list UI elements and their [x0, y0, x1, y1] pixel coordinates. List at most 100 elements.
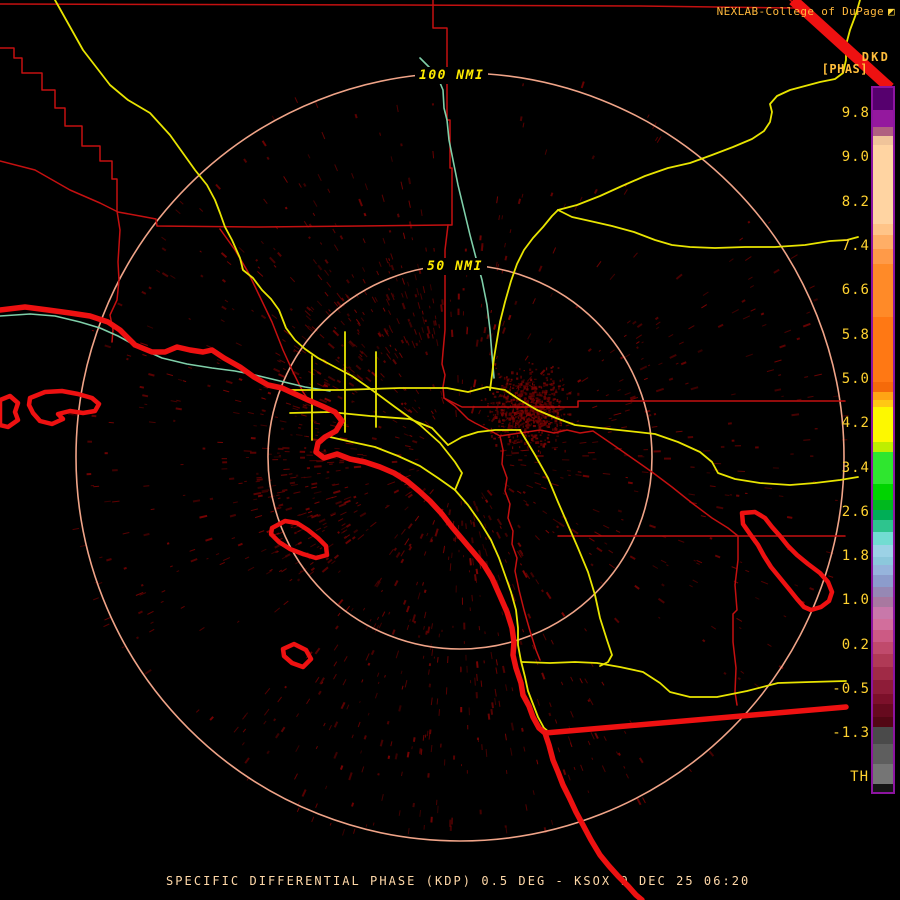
- county-border-line: [732, 535, 739, 706]
- colorbar-tick-label: 9.0: [841, 149, 870, 166]
- county-border-line: [499, 429, 739, 537]
- colorbar-threshold-label: TH: [850, 769, 869, 785]
- colorbar-segment: [873, 607, 893, 619]
- colorbar-segment: [873, 510, 893, 520]
- attribution-text: NEXLAB-College of DuPage: [716, 5, 885, 18]
- attribution: NEXLAB-College of DuPage ◩: [717, 5, 895, 18]
- secondary-road-line: [419, 57, 495, 379]
- cod-logo-icon: ◩: [888, 5, 895, 18]
- colorbar-segment: [873, 654, 893, 667]
- island-outline: [739, 509, 835, 613]
- coastline: [0, 304, 645, 900]
- colorbar-segment: [873, 382, 893, 392]
- colorbar-segment: [873, 587, 893, 597]
- county-border-line: [0, 3, 795, 9]
- county-border-line: [219, 228, 311, 403]
- colorbar-segment: [873, 249, 893, 264]
- island-outline: [280, 641, 314, 670]
- highway-line: [519, 429, 613, 667]
- highway-line: [454, 489, 551, 734]
- colorbar-segment: [873, 704, 893, 717]
- highway-line: [557, 209, 859, 249]
- status-bar: SPECIFIC DIFFERENTIAL PHASE (KDP) 0.5 DE…: [166, 874, 751, 888]
- highway-line: [447, 429, 521, 446]
- island-outline: [26, 388, 102, 427]
- highway-line: [371, 389, 463, 491]
- highway-line: [289, 411, 449, 446]
- colorbar-segment: [873, 442, 893, 452]
- colorbar-segment: [873, 694, 893, 704]
- colorbar-segment: [873, 532, 893, 545]
- clutter-layer: [67, 81, 849, 836]
- colorbar-tick-label: 1.0: [841, 592, 870, 609]
- colorbar-segment: [873, 727, 893, 744]
- colorbar-tick-label: -0.5: [832, 681, 870, 697]
- colorbar-segment: [873, 784, 893, 792]
- colorbar-segment: [873, 630, 893, 642]
- highway-line: [557, 0, 861, 211]
- colorbar-tick-label: 8.2: [841, 193, 870, 210]
- county-border-line: [0, 47, 121, 343]
- colorbar-segment: [873, 264, 893, 317]
- colorbar-segment: [873, 764, 893, 784]
- colorbar-segment: [873, 642, 893, 654]
- colorbar-segment: [873, 484, 893, 500]
- colorbar-segment: [873, 597, 893, 607]
- colorbar-segment: [873, 224, 893, 235]
- colorbar-tick-label: 5.8: [841, 326, 870, 343]
- colorbar-segment: [873, 317, 893, 382]
- island-outline: [0, 393, 21, 430]
- colorbar-segment: [873, 136, 893, 145]
- colorbar-segment: [873, 500, 893, 510]
- colorbar-tick-label: 2.6: [841, 503, 870, 520]
- highway-line: [329, 436, 456, 491]
- coastline: [542, 704, 849, 736]
- colorbar-segment: [873, 452, 893, 484]
- colorbar-tick-label: 1.8: [841, 548, 870, 565]
- highway-line: [285, 386, 506, 393]
- colorbar-segment: [873, 88, 893, 110]
- colorbar-segment: [873, 110, 893, 127]
- highway-line: [504, 389, 859, 486]
- colorbar-segment: [873, 717, 893, 727]
- colorbar-tick-labels: 9.8 9.0 8.2 7.4 6.6 5.8 5.0 4.2 3.4 2.6 1.8 1.0 0.2 -…: [808, 91, 870, 755]
- colorbar-segment: [873, 235, 893, 249]
- colorbar-tick-label: -1.3: [832, 725, 870, 742]
- highway-line: [54, 0, 373, 391]
- colorbar-segment: [873, 392, 893, 400]
- colorbar-tick-label: 4.2: [841, 415, 870, 432]
- colorbar-segment: [873, 520, 893, 532]
- colorbar-segment: [873, 545, 893, 557]
- island-outline: [268, 518, 330, 561]
- colorbar-segment: [873, 400, 893, 407]
- colorbar-tick-label: 3.4: [841, 459, 870, 476]
- colorbar-segment: [873, 619, 893, 630]
- product-units: [PHAS]: [821, 62, 868, 76]
- colorbar-segment: [873, 407, 893, 442]
- colorbar-tick-label: 9.8: [841, 105, 870, 122]
- colorbar-segment: [873, 145, 893, 224]
- colorbar-tick-label: 7.4: [841, 238, 870, 255]
- county-border-line: [432, 0, 453, 399]
- colorbar-segment: [873, 667, 893, 680]
- range-ring-label-50nmi: 50 NMI: [423, 258, 487, 275]
- colorbar-segment: [873, 744, 893, 764]
- county-border-line: [0, 160, 449, 228]
- colorbar-segment: [873, 557, 893, 565]
- colorbar-segment: [873, 127, 893, 136]
- map-edge-line: [789, 0, 894, 93]
- colorbar-segment: [873, 575, 893, 587]
- range-ring-100nmi: [75, 72, 845, 842]
- county-border-line: [443, 397, 541, 661]
- colorbar-segment: [873, 565, 893, 575]
- colorbar-tick-label: 5.0: [841, 370, 870, 387]
- colorbar-tick-label: 6.6: [841, 282, 870, 299]
- colorbar: [871, 86, 895, 794]
- colorbar-tick-label: 0.2: [841, 636, 870, 653]
- highway-line: [489, 209, 559, 391]
- county-border-line: [443, 397, 846, 408]
- colorbar-segment: [873, 680, 893, 694]
- range-ring-label-100nmi: 100 NMI: [415, 67, 489, 84]
